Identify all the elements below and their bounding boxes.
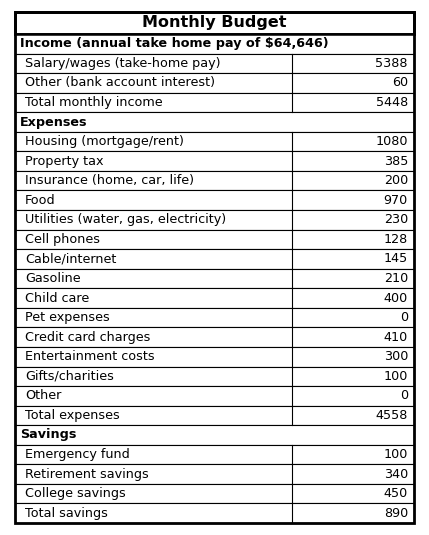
Text: 400: 400 bbox=[384, 292, 408, 304]
Bar bbox=[15, 366, 414, 386]
Text: Savings: Savings bbox=[20, 429, 76, 441]
Text: Cell phones: Cell phones bbox=[25, 233, 100, 246]
Text: Insurance (home, car, life): Insurance (home, car, life) bbox=[25, 174, 194, 187]
Text: 450: 450 bbox=[384, 487, 408, 500]
Text: Cable/internet: Cable/internet bbox=[25, 253, 116, 265]
Bar bbox=[15, 406, 414, 425]
Bar bbox=[15, 269, 414, 288]
Bar bbox=[15, 54, 414, 73]
Text: Expenses: Expenses bbox=[20, 116, 88, 128]
Text: 200: 200 bbox=[384, 174, 408, 187]
Bar bbox=[15, 12, 414, 34]
Bar bbox=[15, 347, 414, 366]
Text: 100: 100 bbox=[384, 448, 408, 461]
Text: Gasoline: Gasoline bbox=[25, 272, 81, 285]
Text: 100: 100 bbox=[384, 370, 408, 383]
Text: Other (bank account interest): Other (bank account interest) bbox=[25, 77, 215, 89]
Text: 128: 128 bbox=[384, 233, 408, 246]
Text: 230: 230 bbox=[384, 213, 408, 226]
Text: 1080: 1080 bbox=[375, 135, 408, 148]
Text: Income (annual take home pay of $64,646): Income (annual take home pay of $64,646) bbox=[20, 37, 329, 50]
Text: 410: 410 bbox=[384, 331, 408, 343]
Text: Total monthly income: Total monthly income bbox=[25, 96, 163, 109]
Bar bbox=[15, 308, 414, 327]
Bar bbox=[15, 484, 414, 503]
Bar bbox=[15, 445, 414, 464]
Text: 5448: 5448 bbox=[376, 96, 408, 109]
Text: Total savings: Total savings bbox=[25, 507, 108, 519]
Bar bbox=[15, 171, 414, 190]
Bar bbox=[15, 230, 414, 249]
Text: Housing (mortgage/rent): Housing (mortgage/rent) bbox=[25, 135, 184, 148]
Bar bbox=[15, 132, 414, 151]
Bar bbox=[15, 327, 414, 347]
Text: 210: 210 bbox=[384, 272, 408, 285]
Text: 890: 890 bbox=[384, 507, 408, 519]
Text: Gifts/charities: Gifts/charities bbox=[25, 370, 114, 383]
Text: Property tax: Property tax bbox=[25, 155, 103, 167]
Bar bbox=[15, 249, 414, 269]
Text: Retirement savings: Retirement savings bbox=[25, 468, 149, 480]
Text: Total expenses: Total expenses bbox=[25, 409, 120, 422]
Bar bbox=[15, 112, 414, 132]
Text: Pet expenses: Pet expenses bbox=[25, 311, 110, 324]
Text: 4558: 4558 bbox=[376, 409, 408, 422]
Bar bbox=[15, 34, 414, 54]
Bar bbox=[15, 425, 414, 445]
Bar bbox=[15, 151, 414, 171]
Bar bbox=[15, 93, 414, 112]
Text: 0: 0 bbox=[400, 311, 408, 324]
Text: Other: Other bbox=[25, 389, 61, 402]
Text: Emergency fund: Emergency fund bbox=[25, 448, 130, 461]
Text: 145: 145 bbox=[384, 253, 408, 265]
Bar bbox=[15, 210, 414, 230]
Bar bbox=[15, 503, 414, 523]
Text: 60: 60 bbox=[392, 77, 408, 89]
Text: Child care: Child care bbox=[25, 292, 89, 304]
Bar bbox=[15, 464, 414, 484]
Text: 0: 0 bbox=[400, 389, 408, 402]
Text: 385: 385 bbox=[384, 155, 408, 167]
Text: 300: 300 bbox=[384, 350, 408, 363]
Text: 340: 340 bbox=[384, 468, 408, 480]
Bar bbox=[15, 288, 414, 308]
Bar bbox=[15, 73, 414, 93]
Text: College savings: College savings bbox=[25, 487, 126, 500]
Text: Utilities (water, gas, electricity): Utilities (water, gas, electricity) bbox=[25, 213, 226, 226]
Text: Credit card charges: Credit card charges bbox=[25, 331, 151, 343]
Text: Food: Food bbox=[25, 194, 56, 207]
Text: Salary/wages (take-home pay): Salary/wages (take-home pay) bbox=[25, 57, 221, 70]
Text: Monthly Budget: Monthly Budget bbox=[142, 16, 287, 30]
Text: 970: 970 bbox=[384, 194, 408, 207]
Bar bbox=[15, 190, 414, 210]
Bar bbox=[15, 386, 414, 406]
Text: Entertainment costs: Entertainment costs bbox=[25, 350, 154, 363]
Text: 5388: 5388 bbox=[375, 57, 408, 70]
